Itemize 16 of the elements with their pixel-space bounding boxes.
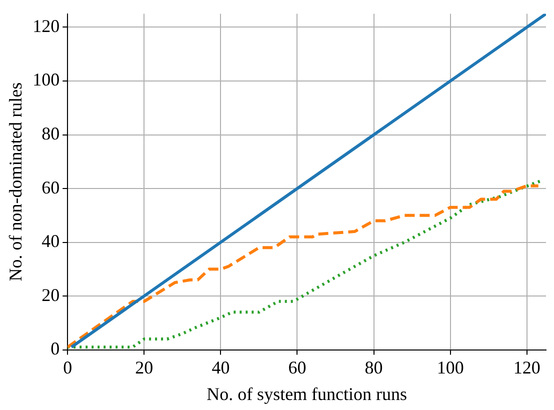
x-axis-title: No. of system function runs: [206, 384, 408, 404]
x-tick-label: 0: [63, 357, 72, 378]
x-tick-label: 100: [436, 357, 464, 378]
x-tick-label: 60: [288, 357, 306, 378]
y-tick-label: 100: [32, 70, 60, 90]
y-tick-label: 80: [42, 123, 60, 144]
x-tick-label: 20: [135, 357, 154, 378]
y-tick-label: 20: [42, 284, 60, 305]
y-tick-label: 0: [50, 338, 60, 359]
y-tick-label: 60: [42, 177, 60, 198]
x-tick-label: 120: [513, 357, 540, 378]
x-tick-label: 80: [364, 357, 383, 378]
y-tick-label: 40: [42, 231, 60, 252]
x-tick-label: 40: [212, 357, 230, 378]
y-axis-title: No. of non-dominated rules: [6, 82, 26, 282]
y-tick-label: 120: [32, 16, 60, 36]
